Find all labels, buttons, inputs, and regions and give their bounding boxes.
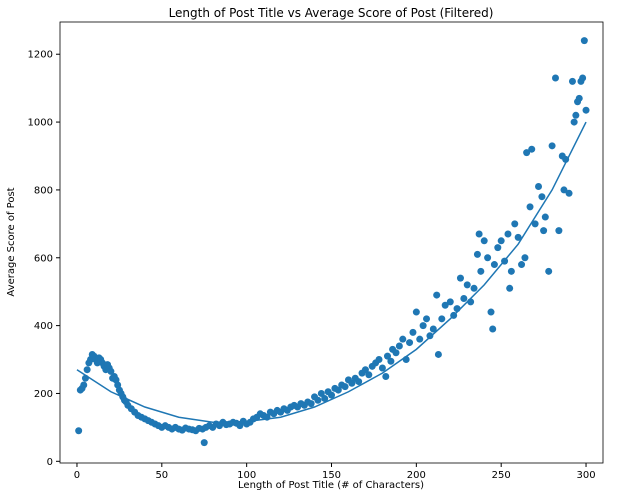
scatter-point <box>438 315 446 323</box>
x-tick-label: 100 <box>237 470 256 481</box>
fit-line <box>76 121 587 424</box>
scatter-point <box>419 322 427 330</box>
scatter-point <box>575 94 583 102</box>
scatter-point <box>387 357 395 365</box>
scatter-point <box>392 349 400 357</box>
y-tick-label: 200 <box>34 389 53 400</box>
scatter-point <box>504 230 512 238</box>
scatter-point <box>423 315 431 323</box>
y-tick-label: 800 <box>34 185 53 196</box>
scatter-point <box>490 261 498 269</box>
scatter-point <box>506 284 514 292</box>
y-tick-label: 0 <box>47 457 53 468</box>
scatter-point <box>317 389 325 397</box>
x-tick-label: 0 <box>74 470 80 481</box>
scatter-point <box>470 284 478 292</box>
scatter-point <box>565 189 573 197</box>
scatter-point <box>382 372 390 380</box>
scatter-point <box>572 111 580 119</box>
scatter-point <box>334 386 342 394</box>
y-axis-label: Average Score of Post <box>6 187 17 296</box>
scatter-point <box>328 391 335 399</box>
scatter-point <box>456 274 464 282</box>
y-tick-label: 600 <box>34 253 53 264</box>
scatter-point <box>570 118 578 126</box>
scatter-point <box>446 298 454 306</box>
scatter-point <box>441 301 449 309</box>
x-tick-label: 300 <box>576 470 595 481</box>
y-tick-label: 400 <box>34 321 53 332</box>
scatter-point <box>355 378 363 386</box>
scatter-point <box>434 350 442 358</box>
scatter-point <box>429 325 437 333</box>
scatter-point <box>80 381 88 389</box>
x-tick-label: 250 <box>492 470 511 481</box>
scatter-point <box>568 77 576 85</box>
scatter-point <box>538 193 546 201</box>
scatter-point <box>409 328 417 336</box>
scatter-point <box>477 267 485 275</box>
scatter-point <box>426 332 434 340</box>
scatter-point <box>545 267 553 275</box>
scatter-point <box>399 335 407 343</box>
scatter-point <box>365 371 373 379</box>
scatter-point <box>107 367 115 375</box>
scatter-point <box>395 342 403 350</box>
scatter-point <box>321 395 329 403</box>
scatter-point <box>489 325 497 333</box>
scatter-point <box>528 145 536 153</box>
scatter-point <box>83 366 91 374</box>
chart-title: Length of Post Title vs Average Score of… <box>169 6 494 20</box>
scatter-point <box>307 400 315 408</box>
scatter-point <box>497 237 505 245</box>
scatter-point <box>348 379 356 387</box>
x-tick-label: 50 <box>155 470 168 481</box>
scatter-point <box>560 186 568 194</box>
scatter-point <box>480 237 488 245</box>
scatter-point <box>580 37 588 45</box>
scatter-point <box>551 74 559 82</box>
scatter-point <box>548 142 556 150</box>
x-tick-label: 200 <box>407 470 426 481</box>
y-tick-label: 1000 <box>28 118 53 129</box>
scatter-point <box>473 250 481 258</box>
scatter-point <box>526 203 534 211</box>
scatter-point <box>494 244 502 252</box>
scatter-point <box>463 281 471 289</box>
scatter-point <box>535 183 543 191</box>
x-tick-label: 150 <box>322 470 341 481</box>
scatter-point <box>75 427 83 435</box>
scatter-point <box>518 261 526 269</box>
scatter-point <box>361 366 369 374</box>
scatter-point <box>511 220 519 228</box>
scatter-point <box>487 308 495 316</box>
plot-frame <box>59 21 604 464</box>
scatter-point <box>412 308 420 316</box>
scatter-point <box>378 364 386 372</box>
scatter-point <box>416 335 424 343</box>
scatter-point <box>375 356 383 364</box>
scatter-point <box>514 233 522 241</box>
scatter-point <box>475 230 483 238</box>
scatter-point <box>540 227 548 235</box>
scatter-point <box>541 213 549 221</box>
scatter-point <box>460 294 468 302</box>
scatter-point <box>579 74 587 82</box>
scatter-point <box>433 291 441 299</box>
scatter-point <box>582 106 590 114</box>
scatter-point <box>523 149 531 157</box>
scatter-point <box>314 396 322 404</box>
y-tick-label: 1200 <box>28 50 53 61</box>
scatter-point <box>341 383 349 391</box>
scatter-point <box>200 439 208 447</box>
scatter-point <box>484 254 492 262</box>
scatter-point <box>383 352 391 360</box>
scatter-point <box>555 227 563 235</box>
scatter-point <box>521 254 529 262</box>
x-axis-label: Length of Post Title (# of Characters) <box>238 480 424 491</box>
scatter-point <box>531 220 539 228</box>
scatter-point <box>507 267 515 275</box>
scatter-point <box>406 339 414 347</box>
